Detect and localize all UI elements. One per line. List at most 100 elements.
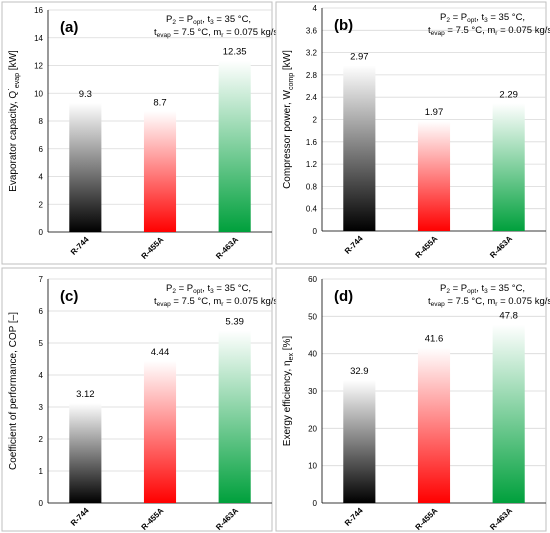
data-label: 9.3 [79,89,92,100]
y-tick-label: 6 [39,307,44,316]
annotation-text: = 35 °C, [214,14,251,25]
data-label: 2.97 [350,51,369,62]
annotation-text: = P [450,283,467,294]
y-tick-label: 0.8 [306,182,318,191]
data-label: 32.9 [350,366,369,377]
y-tick-label: 10 [34,89,43,98]
y-tick-label: 2 [39,200,44,209]
bar-r-744 [343,65,376,231]
annotation-line-2: tevap = 7.5 °C, mr = 0.075 kg/s [154,296,278,308]
y-axis-label: Compressor power, Wcomp [kW] [282,50,295,189]
bar-r-744 [69,102,102,233]
y-axis-label-main: Compressor power, W [282,89,293,188]
y-axis-label-subscript: ex [288,353,295,361]
annotation-line-2: tevap = 7.5 °C, mr = 0.075 kg/s [428,296,550,308]
y-tick-label: 3.2 [306,49,318,58]
annotation-subscript: opt [467,17,476,24]
annotation-text: = 0.075 kg/s [497,25,550,36]
data-label: 1.97 [425,107,444,118]
annotation-text: = 7.5 °C, m [171,27,222,38]
bar-r-463a [218,60,251,232]
annotation-subscript: r [495,301,498,308]
annotation-text: t [154,27,157,38]
annotation-subscript: evap [431,30,445,37]
y-tick-label: 7 [39,275,44,284]
data-label: 12.35 [223,47,247,58]
annotation-subscript: r [221,301,224,308]
annotation-subscript: 2 [172,288,176,295]
annotation-subscript: opt [193,288,202,295]
y-tick-label: 1.2 [306,160,318,169]
annotation-text: = 7.5 °C, m [445,25,496,36]
annotation-line-1: P2 = Popt, t3 = 35 °C, [440,12,525,24]
annotation-text: = 35 °C, [488,283,525,294]
annotation-text: = 35 °C, [488,12,525,23]
y-axis-label-unit: [kW] [8,50,19,73]
y-tick-label: 0.4 [306,205,318,214]
y-tick-label: 0 [313,227,318,236]
y-tick-label: 20 [308,424,317,433]
bar-r-463a [492,324,525,503]
annotation-subscript: 2 [172,19,176,26]
y-tick-label: 16 [34,6,43,15]
annotation-subscript: 3 [484,288,488,295]
annotation-text: t [154,296,157,307]
y-tick-label: 50 [308,312,317,321]
panel-label: (d) [334,288,353,305]
annotation-subscript: r [495,30,498,37]
data-label: 41.6 [425,334,444,345]
chart-panel-d: 010203040506032.9R-74441.6R-455A47.8R-46… [275,267,550,532]
chart-panel-a: 02468101214169.3R-7448.7R-455A12.35R-463… [1,1,278,265]
annotation-text: t [428,296,431,307]
annotation-subscript: r [221,32,224,39]
y-axis-label-dot: · [4,88,13,91]
annotation-line-2: tevap = 7.5 °C, mr = 0.075 kg/s [428,25,550,37]
bar-r-455a [143,360,177,503]
y-axis-label-unit: [kW] [282,50,293,73]
bar-r-463a [492,103,525,231]
annotation-text: , t [476,283,484,294]
data-label: 5.39 [225,317,244,328]
y-axis-label-subscript: evap [14,73,21,88]
chart-panel-b: 00.40.81.21.622.42.83.23.642.97R-7441.97… [275,1,550,265]
annotation-line-1: P2 = Popt, t3 = 35 °C, [166,283,251,295]
annotation-text: P [440,283,446,294]
bar-r-463a [218,330,251,503]
bar-r-744 [343,380,376,503]
bar-r-455a [417,121,451,231]
annotation-line-1: P2 = Popt, t3 = 35 °C, [440,283,525,295]
annotation-text: = 35 °C, [214,283,251,294]
y-axis-label: Evaporator capacity, Q·evap [kW] [4,50,21,192]
y-tick-label: 30 [308,387,317,396]
annotation-text: = P [176,283,193,294]
y-tick-label: 14 [34,34,43,43]
annotation-subscript: opt [467,288,476,295]
y-tick-label: 2 [313,116,318,125]
y-axis-label: Exergy efficiency, ηex [%] [282,336,295,447]
annotation-subscript: opt [193,19,202,26]
panel-label: (a) [60,19,78,36]
y-tick-label: 10 [308,462,317,471]
y-axis-label-unit: [%] [282,336,293,353]
annotation-subscript: 2 [446,17,450,24]
annotation-text: , t [476,12,484,23]
y-axis-label: Coefficient of performance, COP [–] [8,312,19,470]
y-axis-label-main: Evaporator capacity, Q [8,91,19,192]
annotation-subscript: evap [157,32,171,39]
y-tick-label: 4 [39,173,44,182]
data-label: 47.8 [499,311,518,322]
annotation-text: = 7.5 °C, m [445,296,496,307]
annotation-subscript: evap [431,301,445,308]
annotation-line-1: P2 = Popt, t3 = 35 °C, [166,14,251,26]
y-tick-label: 4 [313,4,318,13]
y-tick-label: 5 [39,339,44,348]
data-label: 4.44 [151,347,170,358]
annotation-text: = 0.075 kg/s [223,27,278,38]
panel-label: (b) [334,17,353,34]
data-label: 8.7 [153,97,166,108]
annotation-text: P [166,283,172,294]
y-tick-label: 1 [39,467,44,476]
y-tick-label: 0 [39,228,44,237]
annotation-text: = 0.075 kg/s [497,296,550,307]
